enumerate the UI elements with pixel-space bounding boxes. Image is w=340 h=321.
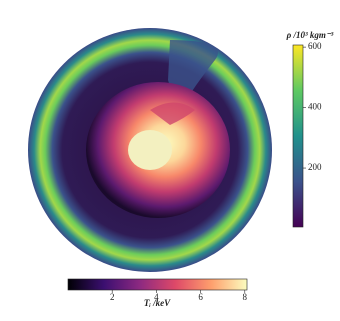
tick-label: 4: [154, 292, 159, 302]
tick-label: 2: [110, 292, 115, 302]
tick-label: 600: [308, 41, 322, 51]
hot-spot: [128, 130, 172, 170]
colorbar: [67, 278, 248, 291]
colorbar: [292, 44, 304, 228]
tick-label: 400: [308, 102, 322, 112]
plasma-image: [28, 28, 272, 272]
rho-label: ρ /10³ kgm⁻³: [286, 30, 334, 40]
tick-label: 200: [308, 162, 322, 172]
hot-tongue: [150, 102, 195, 125]
t-label: Tᵢ /keV: [144, 298, 171, 308]
tick-label: 8: [243, 292, 248, 302]
tick-label: 6: [198, 292, 203, 302]
